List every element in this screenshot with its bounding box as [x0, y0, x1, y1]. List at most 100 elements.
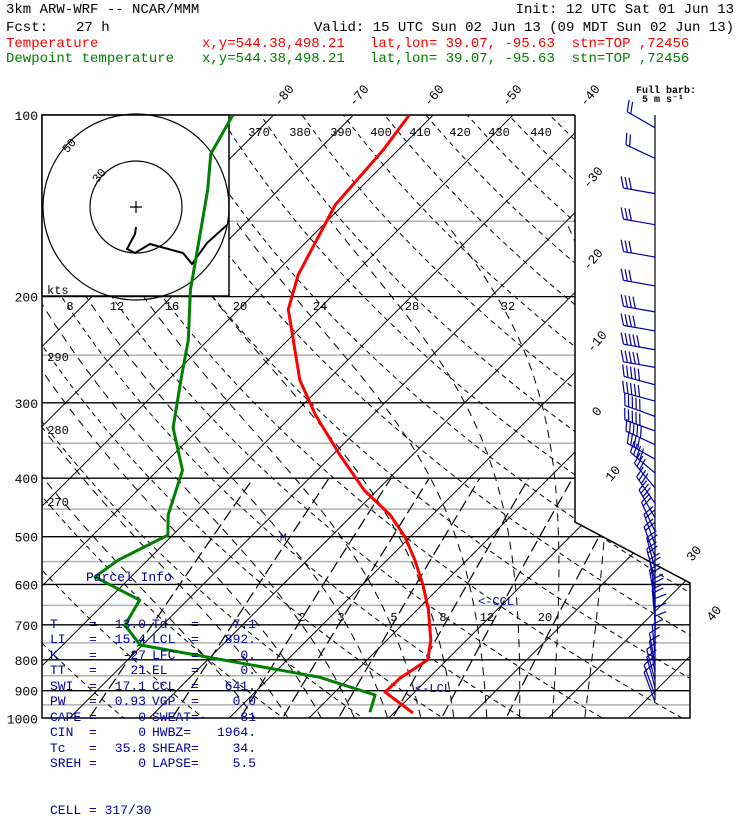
parcel-cell-text: SHEAR= [146, 741, 208, 757]
wind-barb [621, 269, 655, 286]
barb-feather [633, 423, 634, 435]
isotherm [535, 115, 740, 731]
parcel-cell-text: CAPE = [50, 710, 98, 726]
barb-staff [623, 306, 655, 312]
parcel-cell-text: 0 [98, 725, 146, 741]
wind-barb [621, 350, 655, 367]
theta-label: 430 [488, 126, 510, 140]
parcel-cell-text: 0.93 [98, 694, 146, 710]
barb-feather [621, 350, 623, 362]
barb-feather [638, 369, 639, 381]
pressure-tick-label: 1000 [7, 712, 38, 727]
mixing-ratio-line [331, 478, 480, 731]
isotherm-label: -30 [580, 164, 607, 192]
barb-feather [629, 270, 631, 282]
barb-feather [625, 208, 627, 220]
dry-adiabat [632, 115, 740, 731]
barb-feather [623, 365, 624, 377]
parcel-cell-text: K = [50, 648, 98, 664]
isotherm-label: 10 [603, 463, 625, 485]
dry-adiabat [178, 115, 740, 731]
barb-feather [633, 316, 635, 328]
barb-feather [630, 135, 631, 147]
barb-feather [634, 384, 635, 396]
parcel-cell-text: 641. [208, 679, 256, 695]
barb-feather [626, 419, 627, 431]
parcel-cell-text: 0.0 [208, 694, 256, 710]
theta-label: 390 [330, 126, 352, 140]
mixing-ratio-label: 3 [337, 611, 344, 625]
parcel-cell-text: T = [50, 617, 98, 633]
parcel-cell-text: 13.0 [98, 617, 146, 633]
barb-staff [627, 112, 655, 128]
barb-feather [625, 314, 627, 326]
parcel-cell-text: LAPSE= [146, 756, 208, 772]
dry-adiabat [385, 115, 740, 731]
barb-staff [626, 145, 655, 159]
barb-feather [633, 297, 635, 309]
isotherm [456, 115, 740, 731]
parcel-cell-text: SREH = [50, 756, 98, 772]
parcel-cell-text: 0 [98, 710, 146, 726]
moist-adiabat [235, 221, 487, 731]
theta-label: 270 [47, 496, 69, 510]
parcel-cell-text: 0 [98, 756, 146, 772]
mixing-ratio-label: 5 [390, 611, 397, 625]
barb-feather [631, 102, 633, 114]
pressure-tick-label: 100 [15, 109, 38, 124]
parcel-cell-text: 0. [208, 648, 256, 664]
barb-feather [637, 353, 639, 365]
parcel-cell-text: LCL = [146, 632, 208, 648]
parcel-cell-text: CCL = [146, 679, 208, 695]
barb-feather [625, 177, 627, 189]
pressure-tick-label: 300 [15, 397, 38, 412]
mixing-ratio-label: 20 [538, 611, 552, 625]
pressure-tick-label: 600 [15, 578, 38, 593]
m-marker: M [280, 533, 287, 545]
wind-barbs [621, 100, 666, 702]
parcel-cell: CELL = 317/30 [50, 803, 256, 819]
parcel-cell-text: 34. [208, 741, 256, 757]
barb-feather [625, 351, 627, 363]
barb-feather [640, 426, 641, 438]
barb-feather [633, 352, 635, 364]
barb-feather [621, 240, 623, 252]
parcel-cell-text: -27 [98, 648, 146, 664]
pressure-tick-label: 900 [15, 685, 38, 700]
parcel-cell-text: 81 [208, 710, 256, 726]
moist-adiabat-label: 32 [501, 300, 515, 314]
barb-feather [638, 437, 640, 449]
wind-barb [623, 365, 655, 385]
isotherm-label: -40 [577, 82, 604, 110]
moist-adiabat-label: 24 [313, 300, 327, 314]
wind-barb [621, 314, 655, 331]
isotherm-label: 40 [704, 603, 726, 625]
barb-staff [623, 280, 655, 286]
isotherm-label: -60 [421, 82, 448, 110]
isotherm [296, 115, 740, 731]
barb-feather [631, 367, 632, 379]
moist-adiabat-label: 20 [233, 300, 247, 314]
mixing-ratio-line [500, 478, 631, 731]
theta-label: 440 [530, 126, 552, 140]
barb-staff [644, 672, 655, 702]
dry-adiabat [219, 115, 740, 731]
parcel-cell-text: 1964. [208, 725, 256, 741]
barb-feather [627, 100, 629, 112]
barb-feather [637, 424, 638, 436]
barb-feather [634, 368, 635, 380]
barb-feather [623, 381, 624, 393]
pressure-tick-label: 800 [15, 654, 38, 669]
parcel-cell-text: 21 [98, 663, 146, 679]
barb-feather [629, 334, 631, 346]
barb-feather [655, 594, 666, 598]
wind-barb [621, 332, 655, 349]
parcel-cell-text: EL = [146, 663, 208, 679]
barb-feather [621, 176, 623, 188]
isotherm-label: -50 [499, 82, 526, 110]
barb-feather [621, 314, 623, 326]
